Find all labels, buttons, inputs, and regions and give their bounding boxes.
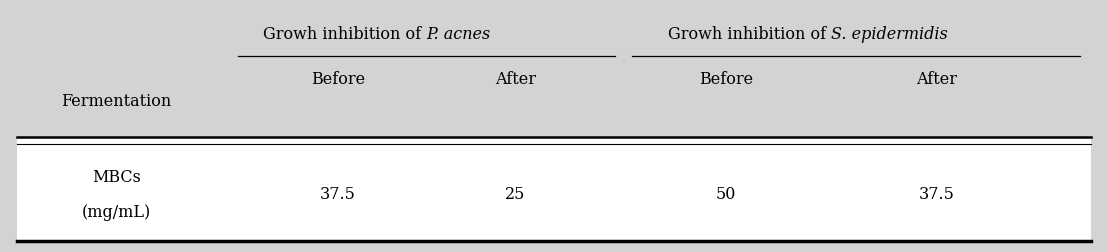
Text: Growh inhibition of: Growh inhibition of — [668, 25, 831, 43]
Text: P. acnes: P. acnes — [427, 25, 491, 43]
FancyBboxPatch shape — [17, 137, 1091, 242]
Text: Fermentation: Fermentation — [61, 92, 172, 109]
Text: After: After — [494, 71, 536, 88]
Text: 25: 25 — [505, 185, 525, 203]
Text: MBCs: MBCs — [92, 168, 141, 185]
Text: 37.5: 37.5 — [919, 185, 954, 203]
Text: 37.5: 37.5 — [320, 185, 356, 203]
Text: Before: Before — [699, 71, 752, 88]
Text: (mg/mL): (mg/mL) — [82, 203, 151, 220]
Text: S. epidermidis: S. epidermidis — [831, 25, 947, 43]
Text: After: After — [915, 71, 957, 88]
Text: Growh inhibition of: Growh inhibition of — [264, 25, 427, 43]
Text: 50: 50 — [716, 185, 736, 203]
Text: Before: Before — [311, 71, 365, 88]
